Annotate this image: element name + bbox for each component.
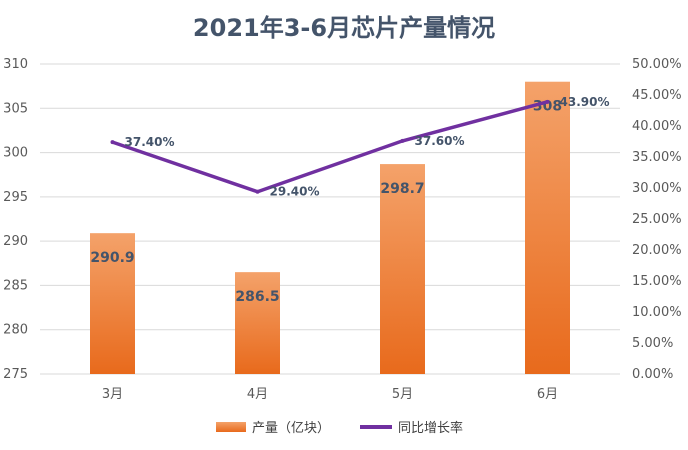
y-left-tick-label: 290 (3, 234, 28, 249)
chart-title: 2021年3-6月芯片产量情况 (192, 14, 496, 42)
line-point (110, 140, 115, 145)
y-right-tick-label: 45.00% (632, 88, 682, 103)
y-left-tick-label: 285 (3, 278, 28, 293)
y-left-tick-label: 300 (3, 146, 28, 161)
y-right-tick-label: 0.00% (632, 367, 673, 382)
y-right-tick-label: 40.00% (632, 119, 682, 134)
bar (525, 81, 570, 374)
y-left-tick-label: 310 (3, 57, 28, 72)
y-right-tick-label: 10.00% (632, 305, 682, 320)
line-data-label: 37.60% (415, 134, 465, 148)
line-point (400, 138, 405, 143)
x-category-label: 6月 (537, 387, 558, 402)
y-right-tick-label: 20.00% (632, 243, 682, 258)
line-data-label: 37.40% (125, 135, 175, 149)
bar-data-label: 298.7 (380, 181, 424, 197)
y-left-tick-label: 280 (3, 323, 28, 338)
bar (90, 233, 135, 374)
y-left-tick-label: 275 (3, 367, 28, 382)
y-left-tick-label: 305 (3, 101, 28, 116)
line-series (111, 100, 548, 194)
line-data-label: 29.40% (270, 185, 320, 199)
x-category-label: 5月 (392, 387, 413, 402)
line-data-label: 43.90% (560, 95, 610, 109)
bar-data-label: 290.9 (90, 250, 134, 266)
bar (380, 164, 425, 374)
y-right-tick-label: 15.00% (632, 274, 682, 289)
y-right-tick-label: 5.00% (632, 336, 673, 351)
bar-data-label: 286.5 (235, 289, 279, 305)
legend-line-label: 同比增长率 (398, 420, 463, 436)
y-right-tick-label: 25.00% (632, 212, 682, 227)
line-point (255, 189, 260, 194)
y-right-tick-label: 50.00% (632, 57, 682, 72)
y-right-tick-label: 30.00% (632, 181, 682, 196)
legend-bar-swatch (216, 422, 246, 432)
y-left-tick-label: 295 (3, 190, 28, 205)
x-category-label: 4月 (247, 387, 268, 402)
bar (235, 272, 280, 374)
x-category-label: 3月 (102, 387, 123, 402)
y-right-tick-label: 35.00% (632, 150, 682, 165)
line-point (545, 99, 550, 104)
legend-bar-label: 产量（亿块） (252, 421, 330, 436)
